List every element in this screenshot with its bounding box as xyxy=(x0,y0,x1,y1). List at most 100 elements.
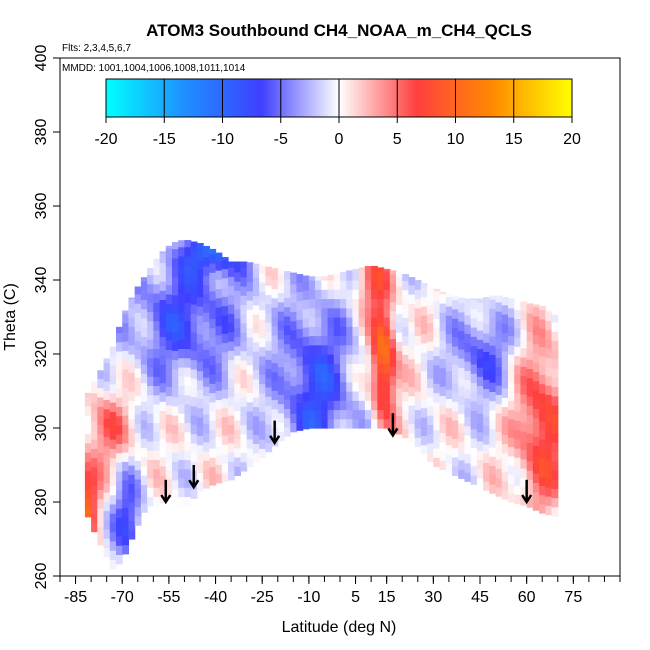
heatmap-cell xyxy=(377,307,385,318)
heatmap-cell xyxy=(178,468,186,479)
heatmap-cell xyxy=(165,432,173,443)
heatmap-cell xyxy=(526,303,534,314)
heatmap-cell xyxy=(433,373,441,384)
heatmap-cell xyxy=(196,278,204,288)
heatmap-cell xyxy=(327,280,335,290)
y-tick-label: 260 xyxy=(33,563,50,590)
heatmap-cell xyxy=(277,403,285,414)
heatmap-cell xyxy=(265,423,273,434)
heatmap-cell xyxy=(246,373,254,384)
heatmap-cell xyxy=(396,322,403,333)
heatmap-cell xyxy=(371,326,378,337)
heatmap-cell xyxy=(116,471,123,482)
heatmap-cell xyxy=(439,349,447,360)
heatmap-cell xyxy=(346,363,354,374)
heatmap-cell xyxy=(464,370,472,381)
heatmap-cell xyxy=(215,418,223,428)
heatmap-cell xyxy=(196,453,204,464)
heatmap-cell xyxy=(508,465,515,475)
heatmap-cell xyxy=(420,379,428,390)
heatmap-cell xyxy=(526,460,534,471)
heatmap-cell xyxy=(203,450,210,461)
heatmap-cell xyxy=(551,377,559,388)
heatmap-cell xyxy=(134,386,142,397)
heatmap-cell xyxy=(259,328,266,338)
heatmap-cell xyxy=(508,483,515,494)
heatmap-cell xyxy=(172,415,179,425)
heatmap-cell xyxy=(389,356,397,367)
heatmap-cell xyxy=(439,450,447,461)
heatmap-cell xyxy=(420,305,428,316)
heatmap-cell xyxy=(308,354,316,364)
heatmap-cell xyxy=(352,289,360,300)
heatmap-cell xyxy=(103,482,111,493)
heatmap-cell xyxy=(470,465,478,476)
heatmap-cell xyxy=(97,489,105,500)
heatmap-cell xyxy=(165,245,173,249)
heatmap-cell xyxy=(439,293,447,304)
heatmap-cell xyxy=(134,404,142,415)
x-tick-label: -85 xyxy=(64,589,87,606)
heatmap-cell xyxy=(240,304,248,315)
heatmap-cell xyxy=(153,496,161,507)
heatmap-cell xyxy=(122,479,130,490)
heatmap-cell xyxy=(209,466,217,477)
heatmap-cell xyxy=(234,355,242,365)
heatmap-cell xyxy=(433,447,441,458)
heatmap-cell xyxy=(240,359,248,370)
heatmap-cell xyxy=(122,387,130,398)
heatmap-cell xyxy=(277,385,285,395)
heatmap-cell xyxy=(358,335,366,346)
x-tick-label: -55 xyxy=(157,589,180,606)
heatmap-cell xyxy=(252,378,260,389)
heatmap-cell xyxy=(215,408,223,419)
heatmap-cell xyxy=(196,296,204,307)
heatmap-cell xyxy=(246,420,254,431)
heatmap-cell xyxy=(333,273,341,281)
heatmap-cell xyxy=(526,322,534,333)
heatmap-cell xyxy=(228,331,235,342)
heatmap-cell xyxy=(483,388,490,399)
heatmap-cell xyxy=(172,242,179,250)
heatmap-cell xyxy=(476,385,484,396)
heatmap-cell xyxy=(116,424,123,435)
heatmap-cell xyxy=(402,335,410,346)
heatmap-cell xyxy=(296,337,304,348)
heatmap-cell xyxy=(84,392,92,398)
heatmap-cell xyxy=(147,413,154,424)
heatmap-cell xyxy=(228,378,235,388)
heatmap-cell xyxy=(308,344,316,355)
heatmap-cell xyxy=(445,294,453,298)
heatmap-cell xyxy=(265,285,273,296)
heatmap-cell xyxy=(458,348,466,359)
heatmap-cell xyxy=(259,420,266,431)
heatmap-cell xyxy=(252,406,260,417)
heatmap-cell xyxy=(352,298,360,309)
arrow-head xyxy=(521,494,533,505)
heatmap-cell xyxy=(172,322,179,333)
heatmap-cell xyxy=(122,415,130,425)
heatmap-cell xyxy=(489,419,497,429)
heatmap-cell xyxy=(476,394,484,405)
heatmap-cell xyxy=(464,298,472,307)
heatmap-cell xyxy=(396,276,403,287)
heatmap-cell xyxy=(147,357,154,368)
heatmap-cell xyxy=(433,288,441,292)
heatmap-cell xyxy=(545,385,553,395)
heatmap-cell xyxy=(526,488,534,499)
heatmap-cell xyxy=(501,378,509,389)
heatmap-cell xyxy=(352,335,360,346)
heatmap-cell xyxy=(290,339,298,350)
heatmap-cell xyxy=(389,282,397,293)
heatmap-cell xyxy=(452,447,459,458)
heatmap-cell xyxy=(259,392,266,403)
heatmap-cell xyxy=(495,385,503,395)
heatmap-cell xyxy=(364,363,372,374)
heatmap-cell xyxy=(414,400,422,411)
heatmap-cell xyxy=(402,363,410,374)
heatmap-cell xyxy=(358,418,366,429)
heatmap-cell xyxy=(196,259,204,270)
heatmap-cell xyxy=(147,376,154,387)
heatmap-cell xyxy=(514,429,522,440)
down-arrow-marker xyxy=(269,420,281,446)
